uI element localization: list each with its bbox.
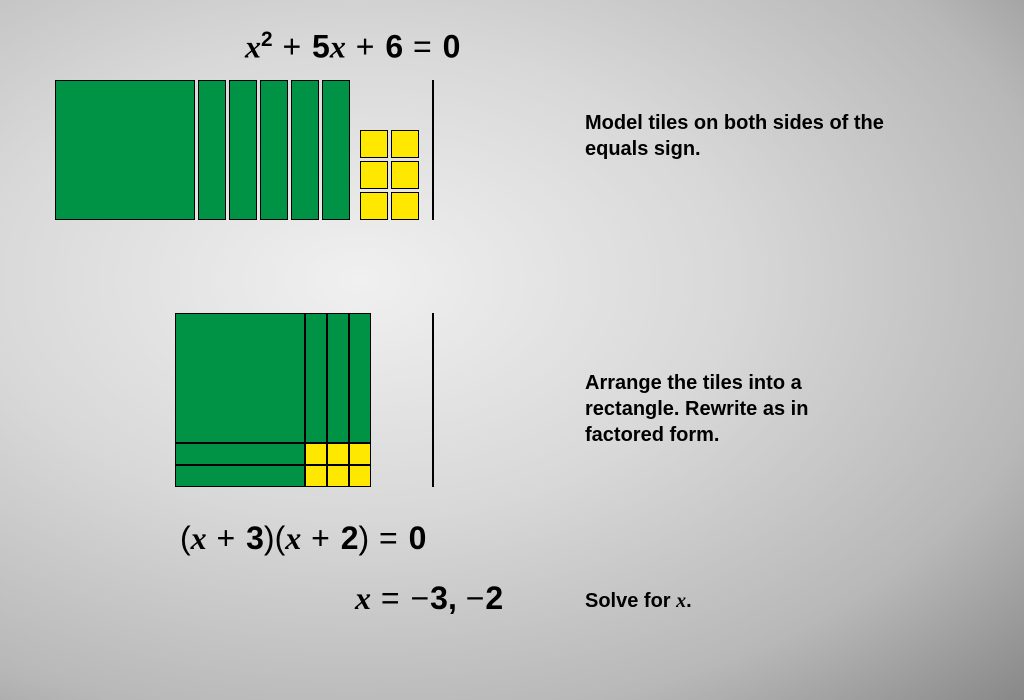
unit-tile xyxy=(327,443,349,465)
unit-tile xyxy=(391,130,419,158)
unit-tile xyxy=(360,130,388,158)
unit-tile xyxy=(360,192,388,220)
x-squared-tile xyxy=(175,313,305,443)
unit-tile xyxy=(305,465,327,487)
x-strip-tile xyxy=(175,443,305,465)
var-x: x xyxy=(245,29,261,65)
x-strip-tile xyxy=(198,80,226,220)
equation-factored: (x + 3)(x + 2) = 0 xyxy=(180,520,426,557)
x-strip-tile xyxy=(349,313,371,443)
caption-step1: Model tiles on both sides of the equals … xyxy=(585,110,885,162)
x-strip-tile xyxy=(327,313,349,443)
unit-tile xyxy=(349,465,371,487)
equals-divider xyxy=(432,313,434,487)
x-strip-tile xyxy=(322,80,350,220)
x-strip-tile xyxy=(260,80,288,220)
x-strip-tile xyxy=(175,465,305,487)
unit-tile xyxy=(391,161,419,189)
x-strip-tile xyxy=(305,313,327,443)
equals-divider xyxy=(432,80,434,220)
caption-step3: Solve for x. xyxy=(585,588,785,614)
unit-tile xyxy=(305,443,327,465)
unit-tile xyxy=(391,192,419,220)
equation-solution: x = −3, −2 xyxy=(355,580,503,617)
equation-expanded: x2 + 5x + 6 = 0 xyxy=(245,28,460,66)
caption-step2: Arrange the tiles into a rectangle. Rewr… xyxy=(585,370,885,448)
unit-tile xyxy=(349,443,371,465)
unit-tile xyxy=(327,465,349,487)
x-squared-tile xyxy=(55,80,195,220)
x-strip-tile xyxy=(229,80,257,220)
unit-tile xyxy=(360,161,388,189)
x-strip-tile xyxy=(291,80,319,220)
